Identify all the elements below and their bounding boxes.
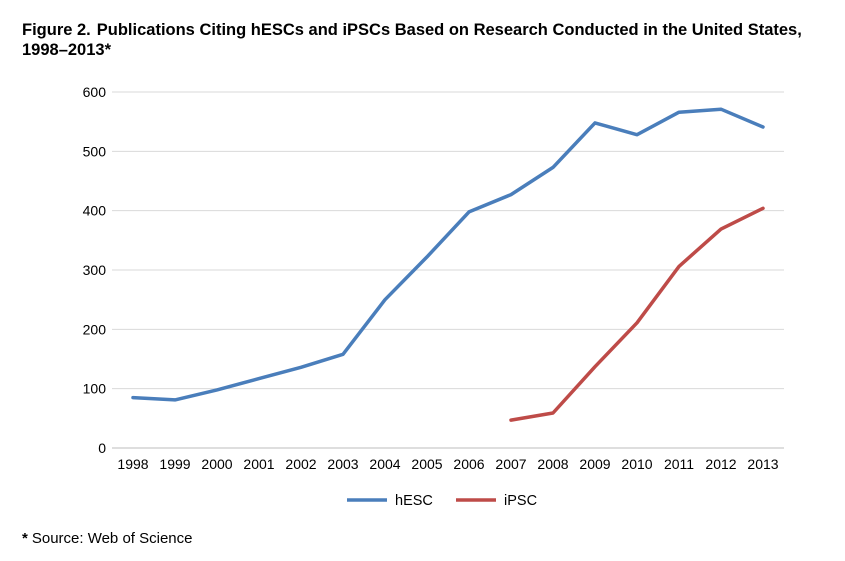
x-tick-label: 2003 (327, 456, 358, 472)
series-lines (131, 107, 765, 422)
y-tick-label: 400 (83, 203, 107, 219)
x-tick-label: 2007 (495, 456, 526, 472)
legend: hESC iPSC (347, 493, 537, 509)
x-tick-label: 2002 (285, 456, 316, 472)
y-tick-label: 500 (83, 143, 107, 159)
x-tick-label: 2006 (453, 456, 484, 472)
x-tick-label: 2008 (537, 456, 568, 472)
y-tick-label: 0 (98, 440, 106, 456)
y-tick-label: 300 (83, 262, 107, 278)
figure-title: Figure 2. Publications Citing hESCs and i… (22, 20, 822, 60)
footnote-marker: * (22, 530, 28, 547)
legend-label-ipsc: iPSC (504, 493, 537, 509)
y-tick-label: 100 (83, 381, 107, 397)
x-tick-label: 2000 (201, 456, 232, 472)
y-tick-label: 200 (83, 321, 107, 337)
x-tick-label: 2013 (747, 456, 778, 472)
x-tick-label: 2001 (243, 456, 274, 472)
x-tick-label: 2012 (705, 456, 736, 472)
x-tick-label: 2009 (579, 456, 610, 472)
x-tick-label: 1998 (117, 456, 148, 472)
y-tick-label: 600 (83, 84, 107, 100)
x-tick-label: 2011 (664, 456, 694, 472)
figure-number: Figure 2. (22, 21, 91, 39)
y-axis-ticks: 0 100 200 300 400 500 600 (83, 84, 107, 456)
series-line-hesc (131, 107, 765, 402)
x-tick-label: 1999 (159, 456, 190, 472)
figure-title-text: Publications Citing hESCs and iPSCs Base… (22, 21, 802, 59)
x-tick-label: 2005 (411, 456, 442, 472)
footnote-text: Source: Web of Science (31, 530, 193, 547)
x-tick-label: 2004 (369, 456, 400, 472)
legend-label-hesc: hESC (395, 493, 433, 509)
gridlines (112, 91, 784, 449)
series-line-ipsc (509, 206, 765, 422)
x-tick-label: 2010 (621, 456, 652, 472)
x-axis-ticks: 1998 1999 2000 2001 2002 2003 2004 2005 2006 2007… (117, 456, 778, 472)
line-chart: 0 100 200 300 400 500 600 1998 1999 2000 2001 2002… (83, 84, 784, 509)
footnote: * Source: Web of Science (22, 530, 193, 547)
